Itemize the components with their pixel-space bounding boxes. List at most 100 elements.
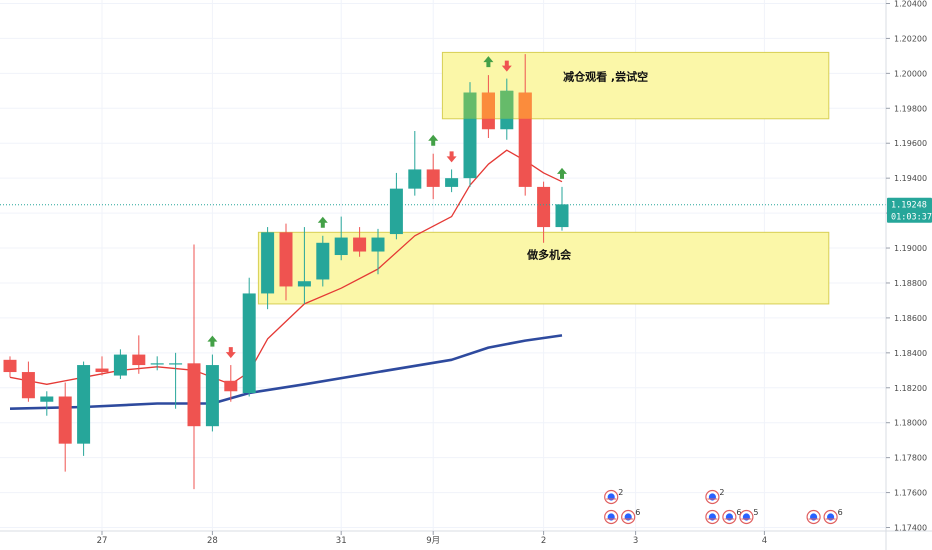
candle-body-highlight <box>518 92 532 119</box>
candle-body-highlight <box>481 92 495 119</box>
candle <box>408 131 422 196</box>
signal-arrow-layer <box>207 56 567 359</box>
arrow-down-icon <box>446 151 457 163</box>
candle <box>371 228 385 275</box>
event-badge[interactable] <box>806 509 821 525</box>
time-tick-label: 9月 <box>426 536 440 546</box>
candle <box>132 335 146 374</box>
candle <box>261 227 275 310</box>
candle-body <box>187 363 201 427</box>
last-price-tag-bg <box>887 197 932 223</box>
candle <box>77 361 91 456</box>
event-count: 2 <box>618 488 623 497</box>
candle <box>316 235 330 287</box>
arrow-up-icon <box>317 216 328 228</box>
price-tick-label: 1.19000 <box>894 244 927 253</box>
candle-body <box>242 293 256 394</box>
candle <box>187 244 201 490</box>
event-badge[interactable]: 6 <box>621 508 641 525</box>
arrow-down-icon <box>501 60 512 72</box>
event-badge[interactable] <box>705 509 720 525</box>
event-count: 6 <box>635 508 640 517</box>
globe-icon <box>827 513 835 521</box>
event-badge[interactable] <box>604 509 619 525</box>
arrow-up-icon <box>428 134 439 146</box>
candle-body <box>389 188 403 235</box>
time-tick-label: 27 <box>97 536 108 546</box>
candle-body <box>95 368 109 373</box>
candle <box>169 352 183 409</box>
event-count: 6 <box>838 508 843 517</box>
candle-body <box>169 363 183 365</box>
globe-icon <box>624 513 632 521</box>
candle <box>150 356 164 371</box>
candle <box>537 181 551 243</box>
time-tick-label: 2 <box>541 536 546 546</box>
candle <box>445 169 459 193</box>
candle <box>3 356 17 378</box>
candle-body <box>21 372 35 399</box>
time-tick-label: 28 <box>207 536 218 546</box>
candle <box>224 365 238 402</box>
candle <box>40 391 54 416</box>
time-tick-label: 3 <box>633 536 638 546</box>
candle <box>205 354 219 432</box>
time-tick-label: 4 <box>762 536 767 546</box>
arrow-up-icon <box>207 335 218 347</box>
candle-body <box>3 359 17 373</box>
globe-icon <box>725 513 734 521</box>
price-tick-label: 1.17800 <box>894 454 927 463</box>
globe-icon <box>742 513 751 521</box>
candle-body <box>334 237 348 256</box>
price-axis[interactable]: 1.17400 1.17600 1.17800 1.18000 1.18200 1.184… <box>885 0 932 550</box>
time-tick-label: 31 <box>336 536 347 546</box>
event-badge[interactable]: 2 <box>604 488 624 505</box>
candle-body <box>58 396 72 444</box>
event-badge[interactable]: 6 <box>722 508 742 525</box>
candle-body <box>150 363 164 365</box>
globe-icon <box>607 493 615 501</box>
last-price-tag: 1.19248 01:03:37 <box>887 197 932 223</box>
globe-icon <box>708 513 717 521</box>
price-tick-label: 1.18600 <box>894 314 927 323</box>
time-axis[interactable]: 27 28 31 9月 2 3 4 <box>0 530 932 546</box>
candle-body <box>426 169 440 187</box>
candle <box>334 216 348 261</box>
event-badge[interactable]: 6 <box>823 508 843 525</box>
economic-event-layer[interactable]: 2 6 2 6 5 6 <box>604 488 843 525</box>
moving-average-slow-line <box>9 334 563 410</box>
event-count: 5 <box>753 508 758 517</box>
candle-body <box>40 396 54 402</box>
candle <box>242 277 256 397</box>
globe-icon <box>810 513 818 521</box>
candle <box>426 153 440 200</box>
candle-body <box>353 237 367 252</box>
price-tick-label: 1.19400 <box>894 174 927 183</box>
event-count: 6 <box>736 508 741 517</box>
candle-body <box>408 169 422 189</box>
candle-body <box>297 281 311 287</box>
candle-body <box>279 232 293 287</box>
candle-body <box>77 365 91 444</box>
last-price-value: 1.19248 <box>891 201 927 211</box>
arrow-down-icon <box>225 347 236 359</box>
candle <box>95 356 109 376</box>
event-badge[interactable]: 5 <box>739 508 759 525</box>
candle-body <box>261 232 275 294</box>
price-tick-label: 1.18000 <box>894 419 927 428</box>
candle <box>353 227 367 257</box>
price-tick-label: 1.18400 <box>894 349 927 358</box>
candle-body <box>132 354 146 366</box>
globe-icon <box>607 513 615 521</box>
candle <box>113 349 127 380</box>
price-tick-label: 1.18800 <box>894 279 927 288</box>
price-tick-label: 1.20000 <box>894 69 927 78</box>
candle-body <box>316 242 330 280</box>
candle <box>297 227 311 304</box>
event-badge[interactable]: 2 <box>705 488 725 505</box>
candle <box>389 172 403 240</box>
zone-label: 做多机会 <box>526 247 572 261</box>
price-tick-label: 1.18200 <box>894 384 927 393</box>
